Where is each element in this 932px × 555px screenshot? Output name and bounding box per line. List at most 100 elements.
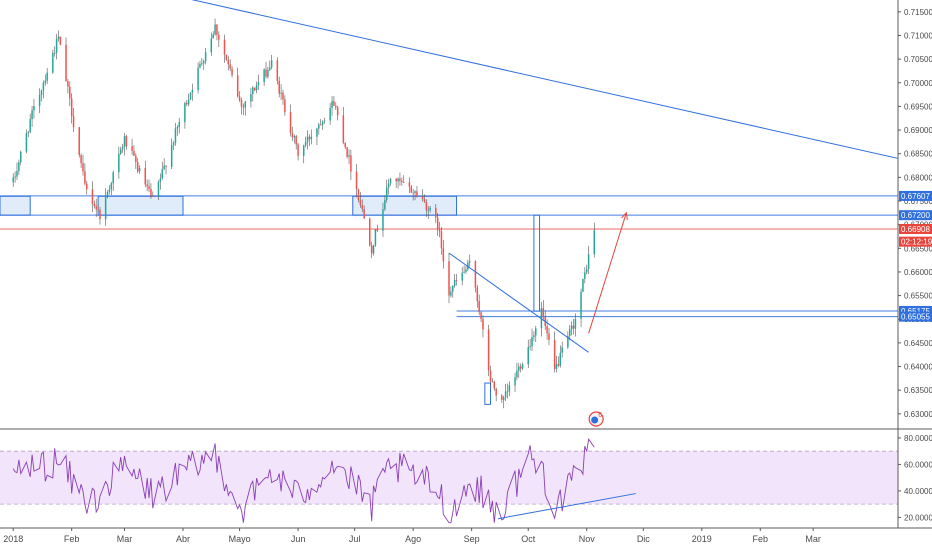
candle-body — [559, 352, 562, 366]
candle-body — [223, 39, 226, 55]
candle-body — [382, 209, 384, 231]
marker-label: 6 — [598, 412, 602, 419]
projection-arrow-shaft — [588, 212, 627, 334]
candle-body — [52, 53, 54, 73]
candle-body — [493, 381, 496, 389]
candle-body — [174, 128, 177, 143]
candle-body — [357, 189, 360, 201]
time-tick-label: Abr — [176, 534, 190, 544]
price-tag — [899, 223, 932, 234]
candle-body — [455, 280, 458, 281]
price-tick-label: 0.70500 — [904, 55, 932, 64]
candle-body — [138, 168, 141, 172]
candle-body — [29, 119, 31, 133]
candle-body — [14, 176, 16, 178]
candle-body — [414, 191, 416, 193]
candle-body — [231, 68, 233, 76]
candle-body — [531, 336, 533, 347]
candle-body — [106, 191, 109, 196]
rsi-tick-label: 80.0000 — [904, 434, 932, 443]
candle-body — [161, 169, 163, 179]
candle-body — [44, 80, 47, 83]
candle-body — [585, 269, 588, 273]
candle-body — [302, 145, 305, 156]
candle-body — [67, 81, 69, 87]
candle-body — [319, 124, 322, 126]
price-tag-label: 0.67607 — [901, 192, 930, 201]
candle-body — [267, 69, 269, 77]
candle-body — [423, 199, 426, 202]
supply-zone-box — [97, 195, 184, 216]
candle-body — [197, 67, 199, 91]
candle-body — [282, 92, 284, 100]
candle-body — [244, 101, 247, 108]
candle-body — [31, 110, 33, 120]
candle-body — [421, 196, 424, 200]
candle-body — [384, 199, 386, 210]
candle-body — [521, 364, 524, 369]
candle-body — [412, 192, 414, 194]
price-tag — [899, 190, 932, 201]
candle-body — [416, 191, 418, 197]
candle-body — [170, 145, 173, 167]
measured-move-box — [533, 214, 541, 312]
candle-body — [568, 329, 571, 337]
candle-body — [165, 165, 167, 167]
candle-body — [110, 183, 113, 190]
rsi-line — [12, 438, 595, 524]
price-tag — [899, 311, 932, 322]
drawings-front-layer: 6 — [191, 0, 899, 427]
candle-body — [557, 364, 560, 366]
candle-body — [297, 144, 299, 156]
candle-body — [191, 90, 194, 93]
candle-body — [53, 52, 56, 54]
candle-body — [157, 181, 160, 197]
candle-body — [42, 82, 45, 91]
candle-body — [40, 90, 43, 95]
candle-body — [125, 136, 128, 147]
candle-body — [518, 366, 520, 371]
candle-body — [263, 69, 265, 83]
candle-body — [91, 189, 94, 204]
price-tick-label: 0.66500 — [904, 244, 932, 253]
candle-body — [435, 207, 437, 218]
candle-body — [80, 155, 82, 164]
time-tick-label: Nov — [579, 534, 596, 544]
candle-body — [172, 142, 175, 146]
price-tick-label: 0.70000 — [904, 79, 932, 88]
candle-body — [104, 195, 107, 220]
candle-body — [350, 155, 352, 172]
candle-body — [93, 203, 96, 207]
time-tick-label: Ago — [405, 534, 421, 544]
rsi-overbought-oversold-band — [0, 451, 898, 505]
candle-body — [535, 328, 537, 336]
candle-body — [385, 187, 388, 200]
candle-body — [84, 171, 86, 184]
candle-body — [178, 122, 180, 128]
candle-body — [533, 335, 535, 337]
candle-body — [342, 115, 345, 143]
candle-body — [348, 155, 350, 157]
candle-body — [189, 92, 192, 100]
candle-body — [278, 80, 280, 94]
candle-body — [331, 101, 333, 108]
candle-body — [452, 286, 454, 292]
time-tick-label: Dic — [637, 534, 650, 544]
candle-body — [389, 178, 392, 184]
candle-body — [489, 370, 492, 382]
candle-body — [359, 200, 362, 206]
rsi-tick-label: 60.0000 — [904, 460, 932, 469]
candle-body — [216, 24, 218, 35]
price-tick-label: 0.66000 — [904, 268, 932, 277]
candle-body — [310, 136, 313, 140]
candle-body — [529, 346, 531, 348]
price-tick-label: 0.71500 — [904, 8, 932, 17]
resistance-trendline — [191, 0, 899, 159]
candle-body — [376, 229, 379, 231]
candle-body — [463, 271, 465, 273]
candle-body — [242, 106, 245, 108]
price-tag-label: 02:12:19 — [901, 238, 932, 247]
candle-body — [225, 54, 228, 61]
